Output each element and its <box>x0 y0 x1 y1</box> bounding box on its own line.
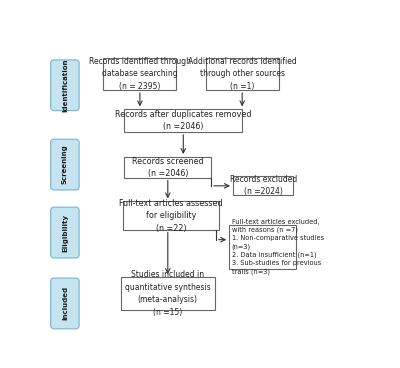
Text: Records after duplicates removed
(n =2046): Records after duplicates removed (n =204… <box>115 110 252 131</box>
Text: Identification: Identification <box>62 59 68 112</box>
FancyBboxPatch shape <box>123 201 219 230</box>
FancyBboxPatch shape <box>206 58 279 90</box>
Text: Screening: Screening <box>62 145 68 184</box>
FancyBboxPatch shape <box>120 277 215 310</box>
Text: Records identified through
database searching
(n = 2395): Records identified through database sear… <box>89 57 191 91</box>
Text: Studies included in
quantitative synthesis
(meta-analysis)
(n =15): Studies included in quantitative synthes… <box>125 270 211 317</box>
Text: Full-text articles excluded,
with reasons (n =7)
1. Non-comparative studies
(n=3: Full-text articles excluded, with reason… <box>232 219 324 275</box>
FancyBboxPatch shape <box>51 207 79 258</box>
Text: Additional records identified
through other sources
(n =1): Additional records identified through ot… <box>188 57 296 91</box>
FancyBboxPatch shape <box>229 225 296 269</box>
FancyBboxPatch shape <box>124 109 242 132</box>
Text: Records excluded
(n =2024): Records excluded (n =2024) <box>230 176 297 196</box>
FancyBboxPatch shape <box>51 139 79 190</box>
Text: Records screened
(n =2046): Records screened (n =2046) <box>132 157 204 178</box>
FancyBboxPatch shape <box>104 58 176 90</box>
Text: Full-text articles assessed
for eligibility
(n =22): Full-text articles assessed for eligibil… <box>119 199 223 233</box>
FancyBboxPatch shape <box>51 278 79 329</box>
Text: Included: Included <box>62 286 68 321</box>
FancyBboxPatch shape <box>51 60 79 111</box>
FancyBboxPatch shape <box>233 176 293 195</box>
Text: Eligibility: Eligibility <box>62 213 68 252</box>
FancyBboxPatch shape <box>124 157 211 178</box>
